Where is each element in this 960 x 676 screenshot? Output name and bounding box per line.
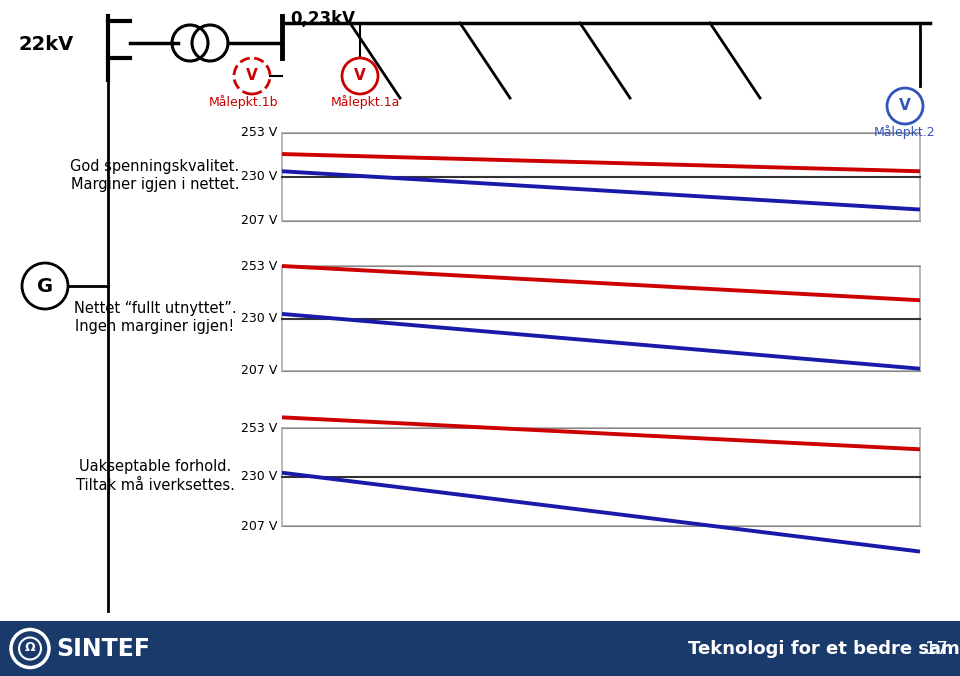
Text: Teknologi for et bedre samfunn: Teknologi for et bedre samfunn — [688, 639, 960, 658]
Text: 207 V: 207 V — [241, 519, 277, 533]
Text: Målepkt.1b: Målepkt.1b — [209, 95, 278, 109]
Text: 253 V: 253 V — [241, 260, 277, 272]
Text: 207 V: 207 V — [241, 214, 277, 228]
Text: Ω: Ω — [25, 641, 36, 654]
Bar — [282, 133, 920, 221]
Text: 253 V: 253 V — [241, 126, 277, 139]
Text: Tiltak må iverksettes.: Tiltak må iverksettes. — [76, 477, 234, 493]
Text: Uakseptable forhold.: Uakseptable forhold. — [79, 460, 231, 475]
Text: G: G — [36, 276, 53, 295]
Bar — [282, 428, 920, 526]
Bar — [0, 621, 960, 676]
Text: 230 V: 230 V — [241, 312, 277, 325]
Text: Målepkt.1a: Målepkt.1a — [330, 95, 399, 109]
Text: 22kV: 22kV — [18, 34, 73, 53]
Bar — [282, 266, 920, 371]
Text: Nettet “fullt utnyttet”.: Nettet “fullt utnyttet”. — [74, 301, 236, 316]
Text: V: V — [354, 68, 366, 82]
Text: 207 V: 207 V — [241, 364, 277, 377]
Text: God spenningskvalitet.: God spenningskvalitet. — [70, 160, 240, 174]
Text: SINTEF: SINTEF — [56, 637, 150, 660]
Text: 17: 17 — [925, 639, 948, 658]
Text: Ingen marginer igjen!: Ingen marginer igjen! — [76, 320, 234, 335]
Text: 0,23kV: 0,23kV — [290, 10, 355, 28]
Text: 230 V: 230 V — [241, 470, 277, 483]
Text: 230 V: 230 V — [241, 170, 277, 183]
Text: Målepkt.2: Målepkt.2 — [875, 125, 936, 139]
Text: Marginer igjen i nettet.: Marginer igjen i nettet. — [71, 178, 239, 193]
Text: V: V — [900, 97, 911, 112]
Text: 253 V: 253 V — [241, 422, 277, 435]
Text: V: V — [246, 68, 258, 82]
